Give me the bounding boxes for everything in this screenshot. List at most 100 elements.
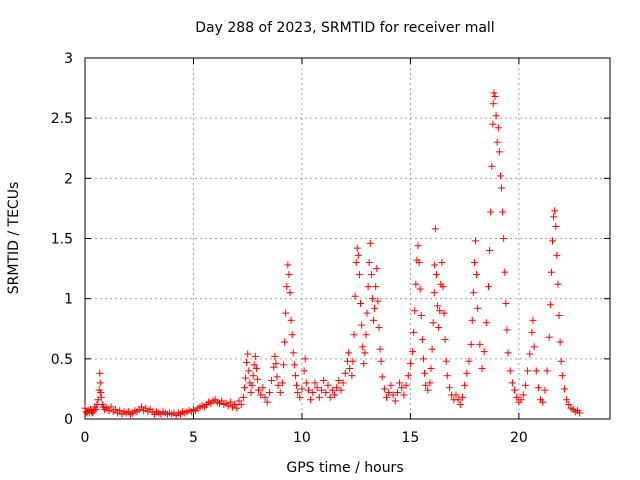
data-point [311, 379, 319, 387]
data-point [465, 357, 473, 365]
data-point [372, 283, 380, 291]
data-point [235, 397, 243, 405]
data-point [387, 381, 395, 389]
data-point [278, 379, 286, 387]
data-point [396, 379, 404, 387]
y-tick-label: 3 [64, 51, 73, 67]
data-point [375, 324, 383, 332]
data-point [270, 363, 278, 371]
data-point [245, 367, 253, 375]
data-point [226, 398, 234, 406]
data-point [244, 350, 252, 358]
data-point [137, 403, 145, 411]
data-point [378, 373, 386, 381]
data-point [333, 384, 341, 392]
data-point [287, 316, 295, 324]
y-tick-label: 0.5 [51, 352, 73, 368]
data-point [545, 333, 553, 341]
data-point [461, 381, 469, 389]
data-point [259, 384, 267, 392]
data-point [468, 316, 476, 324]
data-point [92, 405, 100, 413]
data-point [362, 331, 370, 339]
data-point [476, 340, 484, 348]
data-point [398, 384, 406, 392]
data-point [402, 381, 410, 389]
data-point [416, 285, 424, 293]
data-point [253, 375, 261, 383]
data-point [430, 289, 438, 297]
data-point [474, 304, 482, 312]
data-point [485, 283, 493, 291]
data-point [404, 372, 412, 380]
data-point [489, 120, 497, 128]
data-point [478, 364, 486, 372]
y-tick-label: 2 [64, 171, 73, 187]
data-point [313, 384, 321, 392]
data-point [469, 289, 477, 297]
data-point [324, 381, 332, 389]
data-points [81, 89, 584, 419]
data-point [458, 393, 466, 401]
data-point [142, 404, 150, 412]
data-point [255, 386, 263, 394]
data-point [365, 259, 373, 267]
data-point [363, 309, 371, 317]
data-point [376, 345, 384, 353]
data-point [247, 389, 255, 397]
data-point [272, 360, 280, 368]
data-point [337, 386, 345, 394]
data-point [282, 309, 290, 317]
data-point [97, 393, 105, 401]
data-point [454, 396, 462, 404]
data-point [452, 391, 460, 399]
data-point [417, 312, 425, 320]
data-point [431, 261, 439, 269]
data-point [393, 389, 401, 397]
data-point [359, 343, 367, 351]
data-point [111, 405, 119, 413]
data-point [500, 235, 508, 242]
data-point [360, 360, 368, 368]
data-point [513, 393, 521, 401]
data-point [339, 379, 347, 387]
data-point [418, 336, 426, 344]
data-point [252, 364, 260, 372]
data-point [419, 355, 427, 363]
grid-lines [85, 58, 610, 419]
data-point [353, 244, 361, 252]
y-tick-label: 1.5 [51, 232, 73, 248]
data-point [346, 364, 354, 372]
data-point [467, 340, 475, 348]
data-point [355, 271, 363, 279]
data-point [504, 349, 512, 357]
data-point [330, 391, 338, 399]
data-point [517, 396, 525, 404]
data-point [116, 407, 124, 415]
data-point [300, 367, 308, 375]
axis-ticks [84, 57, 610, 420]
data-point [263, 398, 271, 406]
data-point [432, 271, 440, 279]
data-point [315, 393, 323, 401]
data-point [554, 280, 562, 288]
data-point [322, 389, 330, 397]
data-point [557, 357, 565, 365]
data-point [354, 251, 362, 259]
data-point [281, 338, 289, 346]
data-point [291, 372, 299, 380]
data-point [555, 312, 563, 320]
x-axis-label: GPS time / hours [286, 460, 403, 476]
data-point [543, 367, 551, 375]
y-axis-label: SRMTID / TECUs [6, 182, 22, 295]
data-point [486, 247, 494, 255]
x-tick-labels: 0 5 10 15 20 [81, 430, 528, 446]
data-point [374, 297, 382, 305]
data-point [480, 348, 488, 356]
data-point [233, 404, 241, 412]
data-point [508, 379, 516, 387]
data-point [341, 369, 349, 377]
data-point [385, 389, 393, 397]
data-point [550, 213, 558, 221]
